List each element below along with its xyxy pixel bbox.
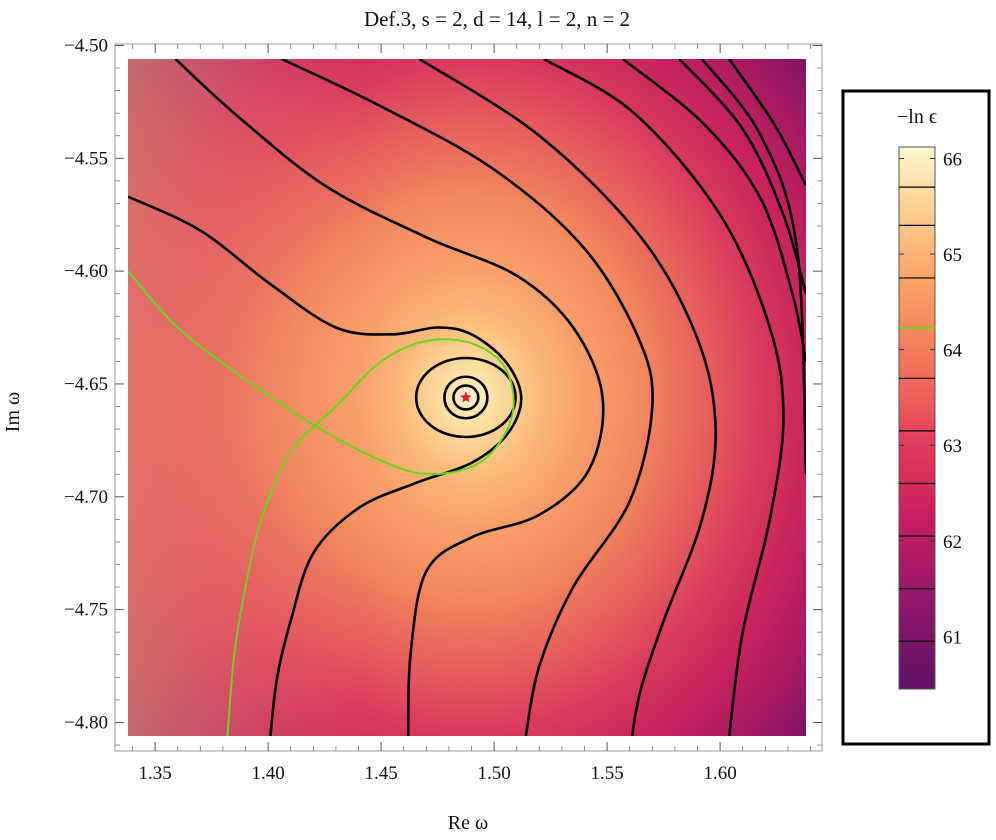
- colorbar-levels: [899, 186, 935, 642]
- contour-line-11: [452, 384, 480, 411]
- contour-line-7: [728, 59, 806, 186]
- minimum-marker: [457, 388, 475, 405]
- colorbar-tick-label: 65: [943, 245, 962, 266]
- contour-line-5: [622, 59, 806, 362]
- colorbar-ticks: 66 65 64 63 62 61: [899, 149, 963, 648]
- contour-line-0: [128, 195, 523, 736]
- colorbar-tick-label: 62: [943, 532, 962, 553]
- highlight-contour: [128, 270, 515, 736]
- colorbar-tick-label: 63: [943, 436, 962, 457]
- contour-line-10: [443, 375, 489, 420]
- y-tick-label: −4.50: [64, 35, 108, 56]
- contour-lines: [128, 59, 806, 736]
- contour-line-9: [414, 356, 517, 439]
- contour-line-1: [174, 59, 605, 736]
- colorbar-tick-label: 64: [943, 341, 963, 362]
- x-tick-label: 1.50: [477, 763, 510, 784]
- x-tick-label: 1.40: [251, 763, 284, 784]
- colorbar-tick-label: 61: [943, 627, 962, 648]
- x-tick-label: 1.35: [138, 763, 171, 784]
- x-axis-title: Re ω: [448, 812, 488, 834]
- colorbar: [898, 146, 936, 690]
- y-tick-label: −4.60: [64, 261, 108, 282]
- y-tick-label: −4.65: [64, 374, 108, 395]
- contour-line-4: [543, 59, 785, 736]
- highlight-contour-line-0: [128, 270, 515, 736]
- y-tick-label: −4.70: [64, 487, 108, 508]
- contour-line-3: [418, 59, 717, 736]
- chart-title: Def.3, s = 2, d = 14, l = 2, n = 2: [364, 7, 630, 31]
- x-tick-label: 1.45: [364, 763, 397, 784]
- contour-line-2: [281, 59, 654, 736]
- colorbar-legend: −ln ϵ 66 65 64 63 62 61: [841, 89, 991, 746]
- y-tick-label: −4.80: [64, 712, 108, 733]
- x-tick-label: 1.55: [590, 763, 623, 784]
- y-axis-title: Im ω: [2, 392, 24, 432]
- colorbar-tick-label: 66: [943, 149, 962, 170]
- legend-title: −ln ϵ: [897, 106, 937, 128]
- y-tick-label: −4.55: [64, 148, 108, 169]
- contour-line-8: [700, 59, 806, 475]
- x-tick-label: 1.60: [703, 763, 736, 784]
- y-axis: −4.50 −4.55 −4.60 −4.65 −4.70 −4.75 −4.80: [64, 35, 822, 746]
- x-axis: 1.35 1.40 1.45 1.50 1.55 1.60: [132, 44, 811, 784]
- minimum-marker-group: [457, 388, 475, 405]
- y-tick-label: −4.75: [64, 600, 108, 621]
